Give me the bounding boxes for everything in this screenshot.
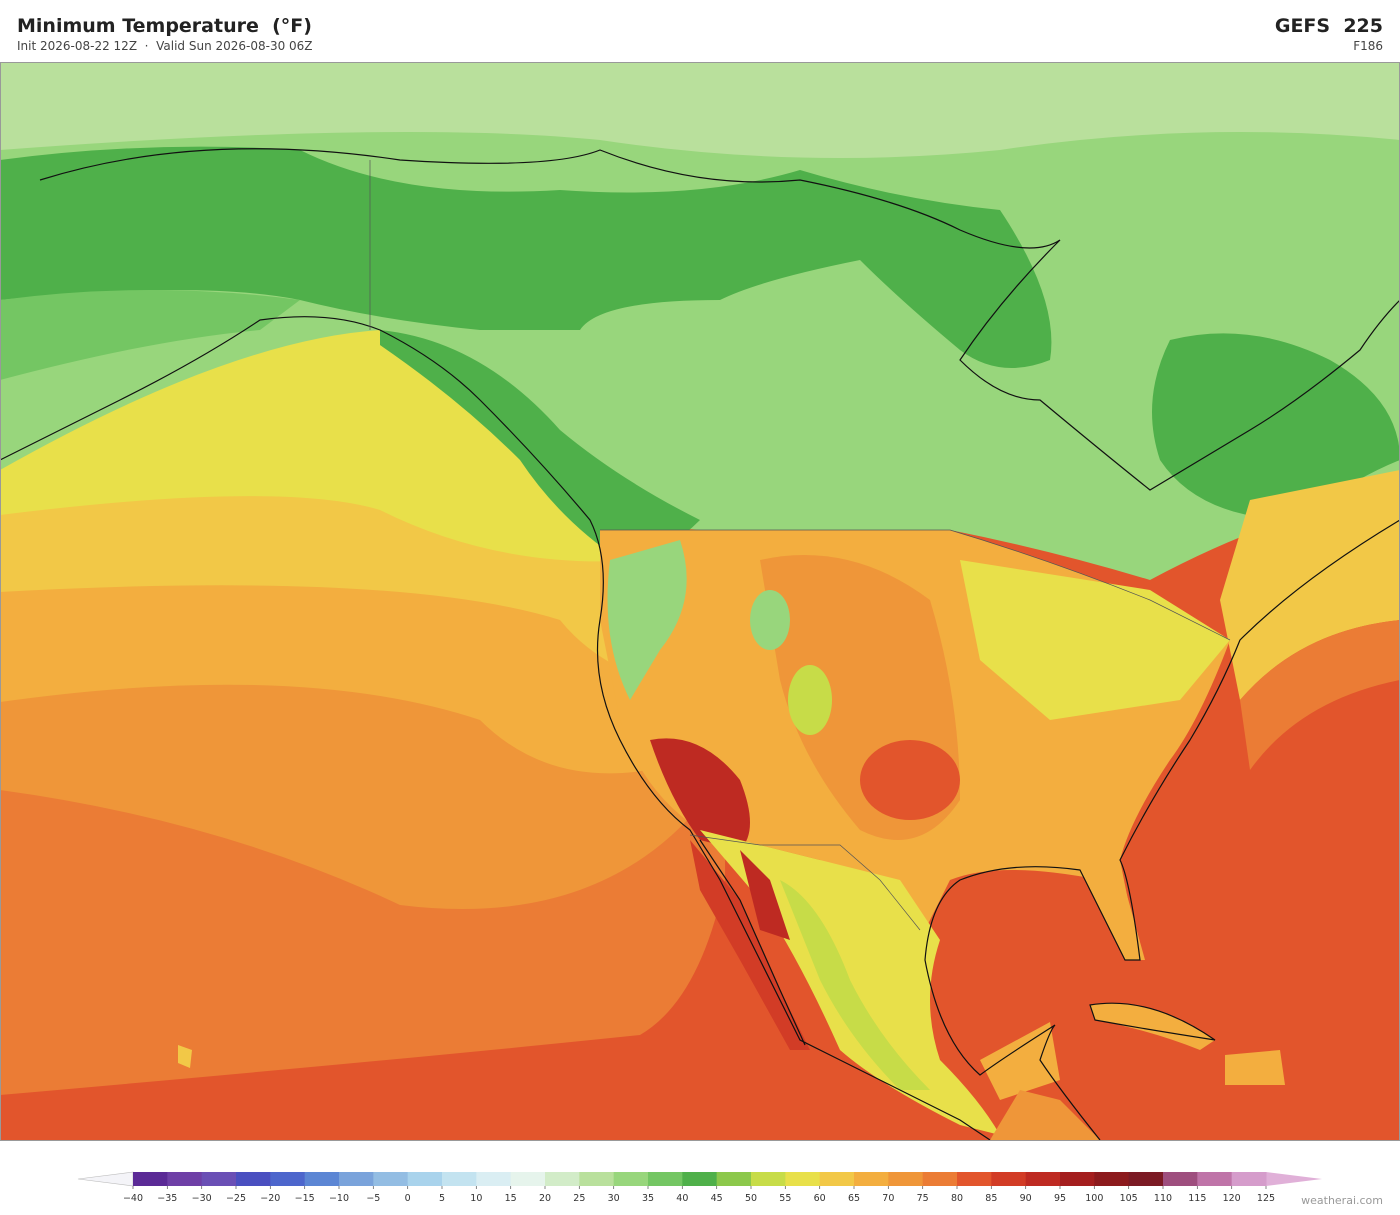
colorbar-segment [682,1172,718,1186]
colorbar-segment [579,1172,615,1186]
borders [369,160,1231,931]
colorbar-tick-label: 95 [1054,1193,1066,1204]
forecast-hour: F186 [1353,39,1383,53]
colorbar-segment [339,1172,374,1186]
colorbar-tick-label: −20 [260,1193,280,1204]
colorbar-tick-label: −30 [192,1193,212,1204]
colorbar-tick-label: 105 [1120,1193,1138,1204]
colorbar-segment [442,1172,477,1186]
colorbar-segment [1163,1172,1198,1186]
colorbar-tick-label: 40 [676,1193,688,1204]
colorbar-segment [716,1172,752,1186]
colorbar-tick-label: 0 [405,1193,411,1204]
colorbar-tick-label: 30 [608,1193,620,1204]
colorbar-segment [201,1172,237,1186]
credit: weatherai.com [1301,1194,1383,1207]
colorbar-tick-label: −10 [329,1193,349,1204]
colorbar-under [77,1171,134,1187]
colorbar-tick-label: 20 [539,1193,551,1204]
colorbar-segment [1197,1172,1233,1186]
colorbar-segment [510,1172,546,1186]
colorbar-tick-label: 65 [848,1193,860,1204]
colorbar-tick-label: 50 [745,1193,757,1204]
map-subtitle: Init 2026-08-22 12Z · Valid Sun 2026-08-… [17,39,313,53]
colorbar-over [1266,1172,1322,1186]
colorbar-tick-label: 15 [505,1193,517,1204]
colorbar-segment [545,1172,580,1186]
colorbar-tick-label: 110 [1154,1193,1172,1204]
colorbar-segment [407,1172,443,1186]
colorbar-tick-label: 75 [917,1193,929,1204]
colorbar-tick-label: −40 [123,1193,143,1204]
coastlines [0,148,1400,1141]
colorbar-segment [957,1172,992,1186]
colorbar-segment [648,1172,683,1186]
colorbar-tick-label: 5 [439,1193,445,1204]
colorbar-segment [373,1172,409,1186]
colorbar-segment [922,1172,958,1186]
colorbar-segment [1025,1172,1061,1186]
colorbar-tick-label: 125 [1257,1193,1275,1204]
colorbar-tick-label: 120 [1223,1193,1241,1204]
colorbar-segment [236,1172,271,1186]
model-name: GEFS 225 [1274,15,1383,37]
map-title: Minimum Temperature (°F) [17,15,312,37]
colorbar-tick-label: 115 [1188,1193,1206,1204]
colorbar-tick-label: 10 [470,1193,482,1204]
colorbar-segment [304,1172,340,1186]
temperature-field [0,62,1400,1140]
colorbar-segment [1094,1172,1130,1186]
colorbar-segment [991,1172,1027,1186]
colorbar-tick-label: 70 [882,1193,894,1204]
colorbar-tick-label: 80 [951,1193,963,1204]
colorbar-segment [613,1172,649,1186]
colorbar-tick-label: 25 [573,1193,585,1204]
colorbar-tick-label: 60 [814,1193,826,1204]
colorbar-segment [1231,1172,1267,1186]
colorbar-tick-label: 55 [779,1193,791,1204]
colorbar: −40 −35 −30 −25 −20 −15 −10 −5 0 5 10 15 20 25 30 35 40 4… [77,1171,1322,1204]
colorbar-tick-label: 90 [1020,1193,1032,1204]
colorbar-segment [270,1172,306,1186]
colorbar-tick-label: 85 [985,1193,997,1204]
colorbar-segment [819,1172,855,1186]
colorbar-tick-label: −5 [366,1193,380,1204]
colorbar-tick-label: −15 [295,1193,315,1204]
colorbar-segment [133,1172,168,1186]
colorbar-tick-label: −35 [157,1193,177,1204]
colorbar-segment [476,1172,512,1186]
colorbar-segment [751,1172,786,1186]
colorbar-tick-label: 45 [711,1193,723,1204]
colorbar-segment [785,1172,821,1186]
colorbar-tick-label: 35 [642,1193,654,1204]
colorbar-segment [854,1172,889,1186]
colorbar-segment [1128,1172,1164,1186]
colorbar-tick-label: −25 [226,1193,246,1204]
colorbar-segment [888,1172,924,1186]
colorbar-tick-label: 100 [1085,1193,1103,1204]
colorbar-segment [167,1172,203,1186]
colorbar-segment [1060,1172,1095,1186]
